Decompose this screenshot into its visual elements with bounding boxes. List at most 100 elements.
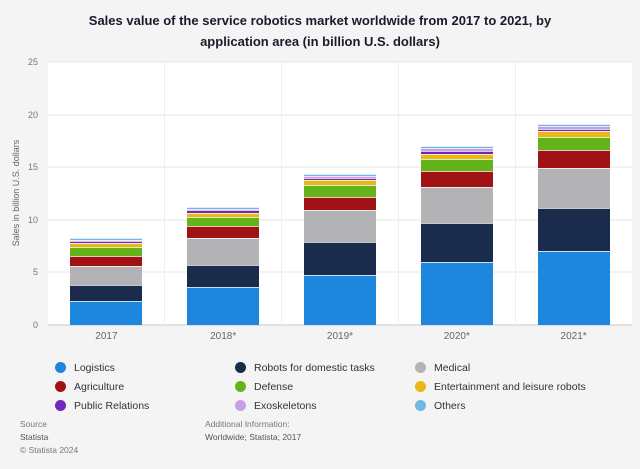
legend-marker xyxy=(235,400,246,411)
bar-segment xyxy=(538,208,610,252)
bar-segment xyxy=(304,179,376,186)
bar-column-2019 xyxy=(281,62,398,325)
gridline xyxy=(48,61,632,63)
bar-column-2020 xyxy=(398,62,515,325)
source-block: Source Statista © Statista 2024 xyxy=(20,418,205,457)
legend-label: Public Relations xyxy=(74,399,150,412)
legend-item: Logistics xyxy=(55,361,235,374)
legend-item: Exoskeletons xyxy=(235,399,415,412)
y-tick-label: 15 xyxy=(27,162,38,173)
legend-label: Medical xyxy=(434,361,471,374)
chart-title: Sales value of the service robotics mark… xyxy=(0,10,640,52)
bar-segment xyxy=(187,216,259,227)
stacked-bar-2018 xyxy=(187,62,259,325)
bar-segment xyxy=(70,266,142,286)
bar-segment xyxy=(70,300,142,325)
bar-segment xyxy=(187,207,259,209)
copyright-text: © Statista 2024 xyxy=(20,445,79,455)
bar-segment xyxy=(421,148,493,151)
legend-label: Robots for domestic tasks xyxy=(254,361,375,374)
bars-container xyxy=(48,62,632,325)
chart-footer: Source Statista © Statista 2024 Addition… xyxy=(20,418,301,457)
bar-segment xyxy=(304,173,376,176)
bar-segment xyxy=(70,247,142,256)
legend-column: Robots for domestic tasks Defense Exoskele… xyxy=(235,361,415,418)
legend-item: Public Relations xyxy=(55,399,235,412)
legend-item: Agriculture xyxy=(55,380,235,393)
bar-segment xyxy=(187,208,259,211)
x-axis-labels: 2017 2018* 2019* 2020* 2021* xyxy=(48,331,632,342)
bar-segment xyxy=(304,177,376,180)
bar-segment xyxy=(538,131,610,137)
stacked-bar-2021 xyxy=(538,62,610,325)
bar-segment xyxy=(70,255,142,267)
y-tick-label: 25 xyxy=(27,57,38,67)
bar-segment xyxy=(304,175,376,178)
bar-segment xyxy=(421,153,493,159)
legend-label: Defense xyxy=(254,380,294,393)
bar-segment xyxy=(538,136,610,151)
bar-segment xyxy=(538,150,610,169)
bar-segment xyxy=(70,241,142,243)
legend-marker xyxy=(235,362,246,373)
bar-segment xyxy=(538,128,610,132)
bar-segment xyxy=(421,261,493,325)
bar-segment xyxy=(421,150,493,154)
legend-marker xyxy=(55,400,66,411)
legend-label: Exoskeletons xyxy=(254,399,317,412)
legend-label: Entertainment and leisure robots xyxy=(434,380,586,393)
additional-info-block: Additional Information: Worldwide; Stati… xyxy=(205,418,301,457)
stacked-bar-2017 xyxy=(70,62,142,325)
legend-marker xyxy=(415,381,426,392)
bar-column-2018 xyxy=(164,62,281,325)
plot-area xyxy=(48,61,632,326)
legend-item: Defense xyxy=(235,380,415,393)
y-tick-label: 10 xyxy=(27,214,38,225)
y-tick-label: 0 xyxy=(32,320,38,330)
gridline xyxy=(48,114,632,116)
bar-column-2017 xyxy=(48,62,164,325)
y-tick-label: 20 xyxy=(27,109,38,120)
bar-segment xyxy=(70,243,142,248)
bar-segment xyxy=(538,251,610,325)
bar-segment xyxy=(421,171,493,188)
x-tick-label: 2020* xyxy=(443,331,470,342)
legend-label: Logistics xyxy=(74,361,115,374)
bar-segment xyxy=(304,241,376,275)
stacked-bar-2020 xyxy=(421,62,493,325)
legend-marker xyxy=(55,381,66,392)
bar-segment xyxy=(421,158,493,172)
x-tick-label: 2018* xyxy=(210,331,237,342)
legend-label: Others xyxy=(434,399,466,412)
legend-item: Medical xyxy=(415,361,640,374)
bar-segment xyxy=(421,146,493,149)
additional-info-value: Worldwide; Statista; 2017 xyxy=(205,432,302,442)
x-tick-label: 2019* xyxy=(326,331,354,342)
y-tick-label: 5 xyxy=(32,267,38,278)
bar-segment xyxy=(304,185,376,197)
bar-segment xyxy=(187,212,259,217)
source-name: Statista xyxy=(20,432,49,442)
source-label: Source xyxy=(20,419,47,429)
bar-segment xyxy=(421,222,493,262)
legend-marker xyxy=(415,400,426,411)
x-tick-label: 2021* xyxy=(560,331,587,342)
legend-label: Agriculture xyxy=(74,380,125,393)
bar-segment xyxy=(187,226,259,238)
bar-segment xyxy=(304,210,376,242)
bar-segment xyxy=(538,124,610,127)
legend-marker xyxy=(415,362,426,373)
y-axis-ticks: 0 5 10 15 20 25 xyxy=(0,57,44,330)
legend-item: Robots for domestic tasks xyxy=(235,361,415,374)
bar-segment xyxy=(304,196,376,211)
bar-segment xyxy=(70,285,142,301)
chart-title-line2: application area (in billion U.S. dollar… xyxy=(200,34,440,49)
bar-segment xyxy=(187,210,259,213)
gridline xyxy=(48,166,632,168)
bar-segment xyxy=(70,239,142,242)
bar-segment xyxy=(538,168,610,209)
chart-title-line1: Sales value of the service robotics mark… xyxy=(88,13,552,28)
bar-segment xyxy=(538,126,610,129)
additional-info-label: Additional Information: xyxy=(205,419,290,429)
bar-segment xyxy=(70,238,142,240)
